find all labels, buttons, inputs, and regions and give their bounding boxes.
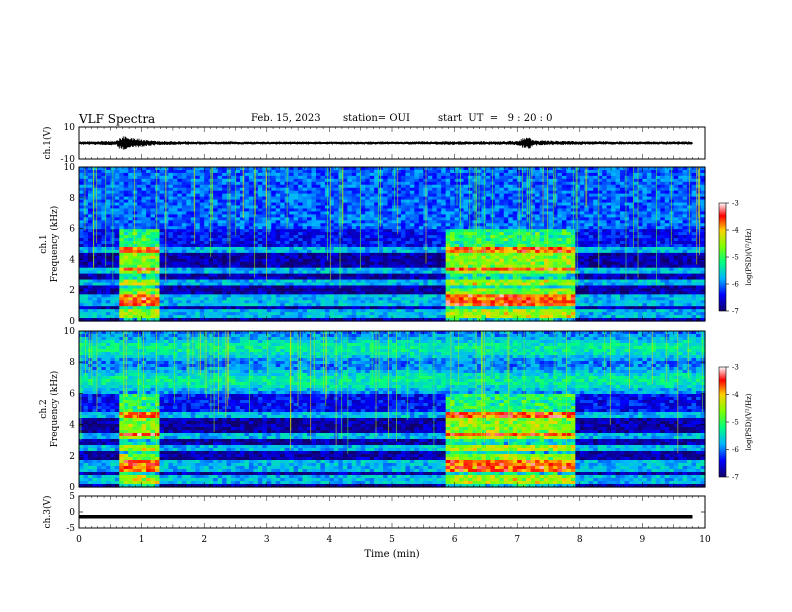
x-tick-label: 7 (514, 535, 520, 545)
y-tick-label: 4 (69, 421, 75, 431)
colorbar-tick-label: -3 (732, 364, 739, 372)
x-tick-label: 4 (327, 535, 333, 545)
ch1-y-label: ch.1 (39, 234, 49, 253)
colorbar-label: log(PSD)(V²/Hz) (745, 228, 753, 285)
x-tick-label: 10 (699, 535, 711, 545)
colorbar-tick-label: -5 (732, 419, 739, 427)
y-tick-label: 2 (69, 452, 75, 462)
y-tick-label: 0 (69, 508, 75, 518)
colorbar-tick-label: -4 (732, 227, 739, 235)
colorbar-tick-label: -7 (732, 474, 739, 482)
ch1-frequency-label: Frequency (kHz) (49, 206, 60, 283)
chart-title: VLF Spectra (79, 112, 156, 126)
colorbar-tick-label: -6 (732, 281, 739, 289)
x-tick-label: 5 (389, 535, 395, 545)
axis-labels: ch.1(V)ch.3(V)ch.1 Frequency (kHz)ch.2 Fre… (39, 127, 420, 560)
colorbar-1 (718, 202, 727, 312)
colorbar-tick-label: -5 (732, 254, 739, 262)
y-tick-label: 8 (69, 194, 75, 204)
ch2-frequency-label: Frequency (kHz) (49, 371, 60, 448)
y-tick-label: 5 (69, 492, 75, 502)
colorbar-tick-label: -7 (732, 308, 739, 316)
y-tick-label: 10 (64, 327, 76, 337)
colorbar-tick-label: -6 (732, 446, 739, 454)
y-tick-label: -10 (61, 155, 76, 165)
x-tick-label: 8 (577, 535, 583, 545)
y-tick-label: 6 (69, 225, 75, 235)
y-tick-label: 4 (69, 255, 75, 265)
station-label: station= OUI (343, 113, 410, 124)
x-tick-label: 3 (264, 535, 270, 545)
date-label: Feb. 15, 2023 (251, 113, 321, 124)
y-tick-label: 6 (69, 389, 75, 399)
y-tick-label: 10 (64, 163, 76, 173)
start-time-label: start UT = 9 : 20 : 0 (438, 113, 553, 124)
colorbar-2 (718, 366, 727, 478)
y-tick-label: 2 (69, 286, 75, 296)
y-tick-label: 10 (64, 123, 76, 133)
x-tick-label: 6 (452, 535, 458, 545)
ch1-waveform-trace (78, 136, 693, 150)
ch3-y-label: ch.3(V) (42, 496, 53, 529)
ch2-spectrogram-image: -3 -4 -5 -6 -7 log(PSD)(V²/Hz) (79, 331, 753, 488)
ch1-y-label: ch.1(V) (42, 127, 53, 160)
waveform-traces (78, 136, 693, 519)
ch1-spectrogram-image: -3 -4 -5 -6 -7 log(PSD)(V²/Hz) (79, 167, 753, 322)
x-tick-label: 2 (201, 535, 207, 545)
x-tick-label: 1 (139, 535, 145, 545)
colorbar-tick-label: -4 (732, 391, 739, 399)
colorbar-label: log(PSD)(V²/Hz) (745, 393, 753, 450)
ch2-y-label: ch.2 (39, 399, 49, 418)
colorbar-tick-label: -3 (732, 200, 739, 208)
x-tick-label: 9 (640, 535, 646, 545)
y-tick-label: 0 (69, 483, 75, 493)
x-tick-label: 0 (76, 535, 82, 545)
x-axis-label: Time (min) (364, 549, 419, 560)
y-tick-label: -5 (66, 524, 75, 534)
y-tick-label: 8 (69, 358, 75, 368)
y-tick-label: 0 (69, 317, 75, 327)
